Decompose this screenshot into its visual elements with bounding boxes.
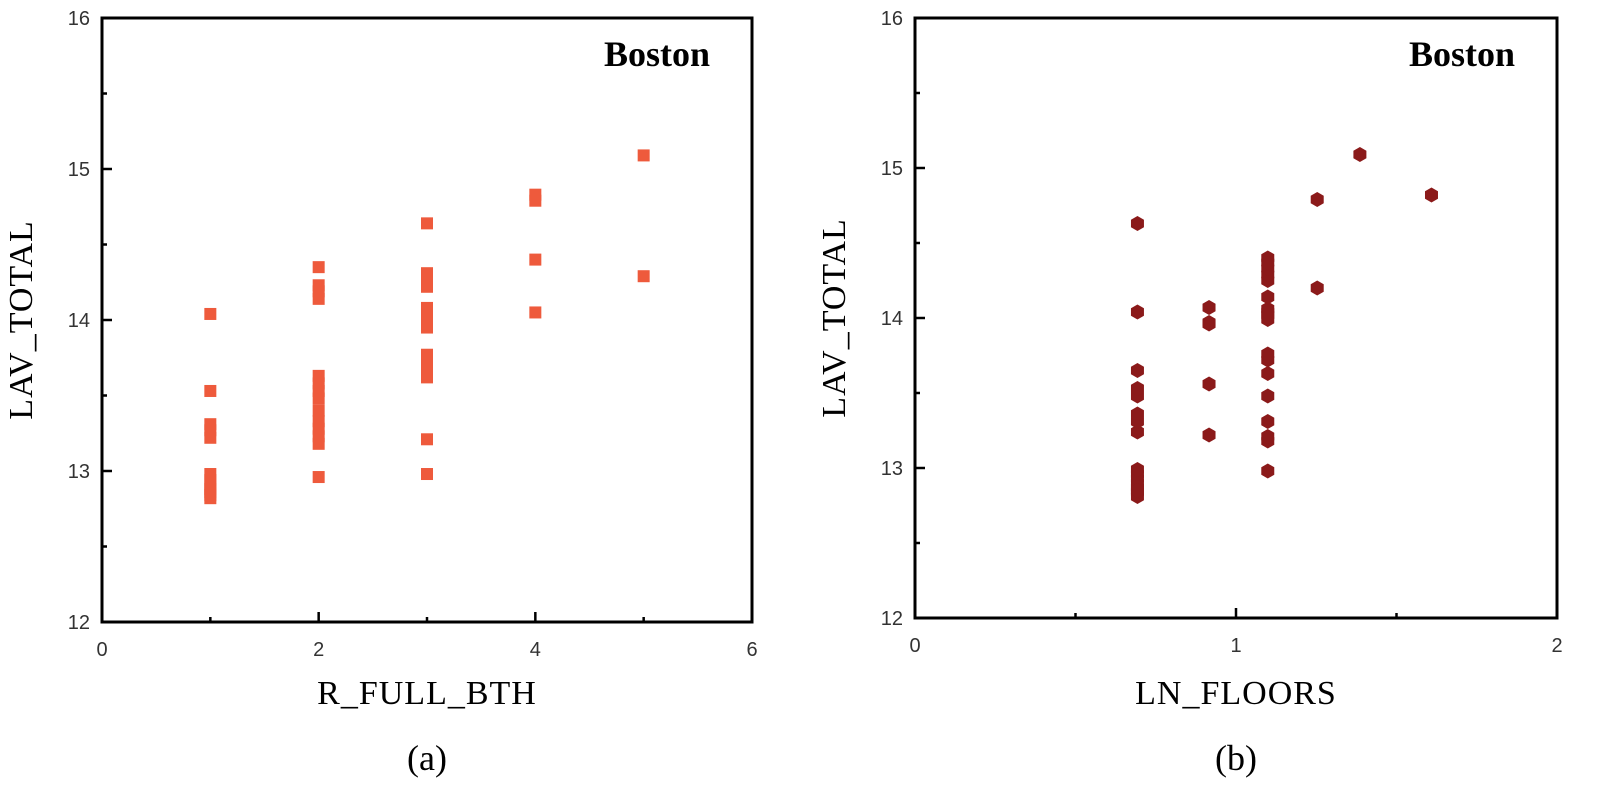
panel-b-y-tick-label: 15	[881, 158, 903, 180]
panel-a-data-point	[637, 270, 650, 283]
panel-a-x-axis-title: R_FULL_BTH	[317, 675, 537, 712]
panel-b-data-point	[1261, 304, 1275, 320]
panel-a-data-point	[421, 468, 433, 481]
panel-b-data-point	[1202, 427, 1216, 443]
panel-a-data-point	[637, 149, 650, 162]
panel-b-y-tick-label: 14	[881, 308, 903, 330]
panel-b-x-tick-label: 0	[909, 635, 920, 657]
panel-a-caption: (a)	[407, 738, 447, 778]
panel-a-data-point	[204, 384, 217, 397]
panel-b-marks	[1130, 147, 1438, 504]
scatter-panel-a: 0 2 4 6 12 13 14 15 16 Boston R_FULL_BTH LAV_TOT…	[3, 8, 758, 778]
panel-b-y-tick-label: 16	[881, 8, 903, 30]
panel-b-data-point	[1261, 346, 1275, 362]
panel-a-data-point	[529, 253, 542, 266]
panel-b-data-point	[1130, 216, 1144, 231]
panel-a-data-point	[312, 415, 325, 428]
panel-b-data-point	[1261, 366, 1275, 381]
panel-b-data-point	[1202, 300, 1216, 315]
panel-b-data-point	[1130, 483, 1144, 498]
panel-a-y-tick-label: 16	[68, 8, 90, 30]
panel-a-data-point	[312, 404, 325, 417]
panel-b-data-point	[1202, 315, 1216, 330]
panel-a-data-point	[204, 418, 217, 431]
panel-b-x-tick-label: 2	[1551, 635, 1562, 657]
panel-b-data-point	[1261, 250, 1275, 266]
panel-a-data-point	[204, 468, 217, 481]
panel-a-x-tick-label: 4	[530, 639, 541, 661]
panel-b-data-point	[1261, 463, 1275, 479]
panel-b-data-point	[1310, 280, 1324, 296]
panel-b-data-point	[1261, 414, 1275, 429]
panel-a-data-point	[529, 188, 542, 201]
panel-a-data-point	[312, 261, 325, 274]
panel-b-x-axis-title: LN_FLOORS	[1135, 675, 1337, 712]
panel-b-data-point	[1310, 192, 1324, 207]
panel-b-data-point	[1261, 289, 1275, 305]
panel-a-data-point	[312, 471, 325, 484]
panel-a-data-point	[529, 306, 542, 319]
panel-a-data-point	[421, 267, 433, 280]
panel-a-ticks: 0 2 4 6 12 13 14 15 16	[68, 8, 758, 661]
panel-a-y-tick-label: 13	[68, 461, 90, 483]
panel-b-data-point	[1261, 388, 1275, 404]
panel-b-data-point	[1202, 376, 1216, 392]
panel-b-plot-frame	[913, 16, 1559, 620]
panel-a-y-tick-label: 14	[68, 310, 90, 332]
panel-a-title: Boston	[604, 34, 710, 74]
panel-a-y-tick-label: 15	[68, 159, 90, 181]
panel-b-data-point	[1353, 147, 1367, 162]
panel-b-data-point	[1130, 406, 1144, 422]
panel-b-y-tick-label: 13	[881, 458, 903, 480]
panel-a-x-tick-label: 2	[313, 639, 324, 661]
panel-b-data-point	[1261, 429, 1275, 444]
panel-b-title: Boston	[1409, 34, 1515, 74]
panel-a-data-point	[312, 279, 325, 292]
panel-b-y-tick-label: 12	[881, 608, 903, 630]
panel-b-data-point	[1130, 462, 1144, 477]
panel-a-marks	[204, 149, 650, 505]
panel-b-x-tick-label: 1	[1230, 635, 1241, 657]
panel-b-y-axis-title: LAV_TOTAL	[816, 218, 853, 418]
panel-a-data-point	[421, 318, 433, 331]
panel-a-y-axis-title: LAV_TOTAL	[3, 220, 40, 420]
panel-b-data-point	[1424, 187, 1438, 203]
panel-b-data-point	[1130, 424, 1144, 440]
panel-a-data-point	[421, 217, 433, 230]
panel-a-y-tick-label: 12	[68, 612, 90, 634]
panel-b-data-point	[1130, 304, 1144, 320]
panel-a-x-tick-label: 0	[96, 639, 107, 661]
panel-b-data-point	[1130, 363, 1144, 378]
panel-b-caption: (b)	[1215, 738, 1257, 778]
panel-a-data-point	[312, 369, 325, 382]
panel-a-data-point	[204, 489, 217, 502]
panel-a-data-point	[204, 307, 217, 320]
panel-b-data-point	[1130, 381, 1144, 396]
panel-a-data-point	[421, 433, 433, 446]
panel-a-x-tick-label: 6	[746, 639, 757, 661]
panel-a-data-point	[421, 348, 433, 361]
panel-a-data-point	[421, 301, 433, 314]
